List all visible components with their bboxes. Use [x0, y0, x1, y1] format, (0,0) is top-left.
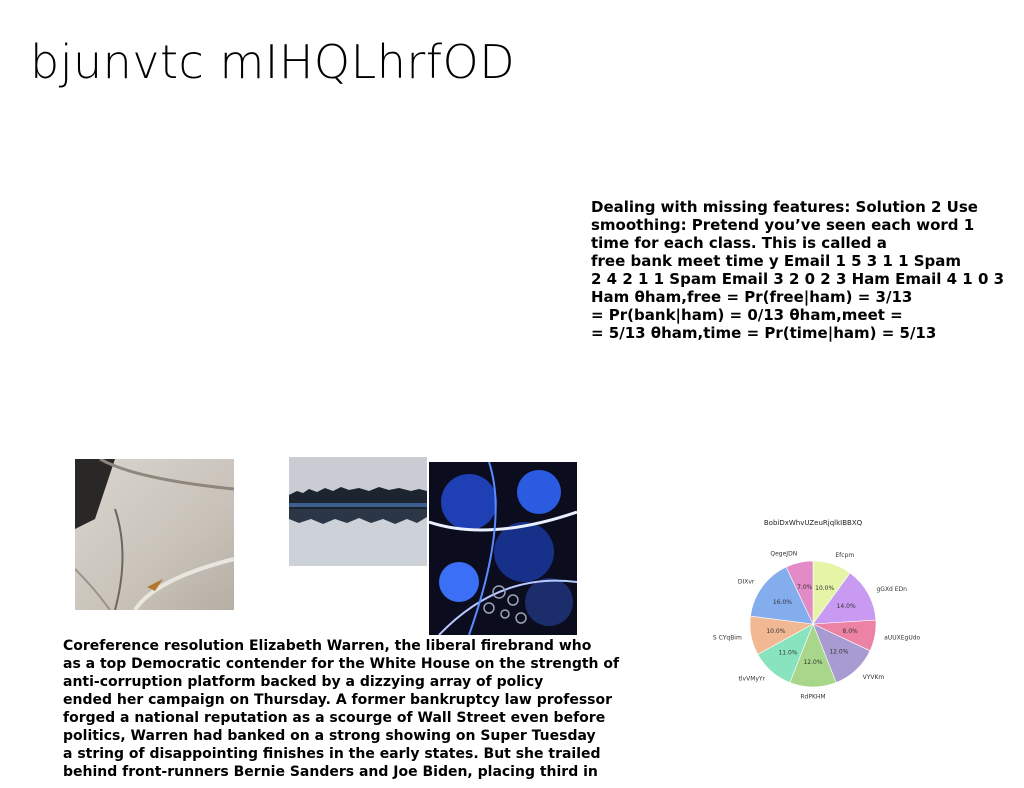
pie-percent-label: 12.0%: [803, 659, 822, 666]
pie-slice: [750, 566, 814, 625]
pie-percent-label: 16.0%: [773, 599, 792, 606]
pie-slice: [785, 560, 814, 625]
pie-category-label: S CYqBim: [713, 635, 742, 642]
pie-category-label: gGXd EDn: [876, 586, 907, 593]
pie-category-label: DIXvr: [738, 578, 755, 585]
article-text: Coreference resolution Elizabeth Warren,…: [63, 638, 620, 780]
lake-photo: [289, 457, 427, 566]
pie-percent-label: 12.0%: [829, 649, 848, 656]
pie-category-label: Efcpm: [835, 552, 854, 559]
pie-percent-label: 7.0%: [797, 584, 813, 591]
car-photo: [75, 459, 234, 610]
notes-text: Dealing with missing features: Solution …: [591, 198, 1005, 342]
slide-title: bjunvtc mIHQLhrfOD: [30, 35, 516, 89]
pie-percent-label: 10.0%: [766, 628, 785, 635]
chart-title: BobiDxWhvUZeuRjqlkIBBXQ: [764, 519, 863, 527]
pie-chart: BobiDxWhvUZeuRjqlkIBBXQ 10.0% Efcpm 14.0% g…: [713, 519, 921, 700]
pie-percent-label: 11.0%: [778, 649, 797, 656]
fractal-art-image: [429, 462, 577, 635]
pie-category-label: RdPKHM: [800, 693, 825, 700]
pie-percent-label: 10.0%: [815, 585, 834, 592]
pie-category-label: QegeJDN: [770, 550, 797, 557]
pie-category-label: VYVKm: [863, 674, 885, 681]
pie-percent-label: 14.0%: [837, 603, 856, 610]
pie-category-label: aUUXEgUdo: [884, 635, 920, 642]
pie-percent-label: 8.0%: [843, 628, 859, 635]
pie-category-label: tlvVMyYr: [739, 675, 766, 682]
pie-slice: [812, 572, 877, 625]
